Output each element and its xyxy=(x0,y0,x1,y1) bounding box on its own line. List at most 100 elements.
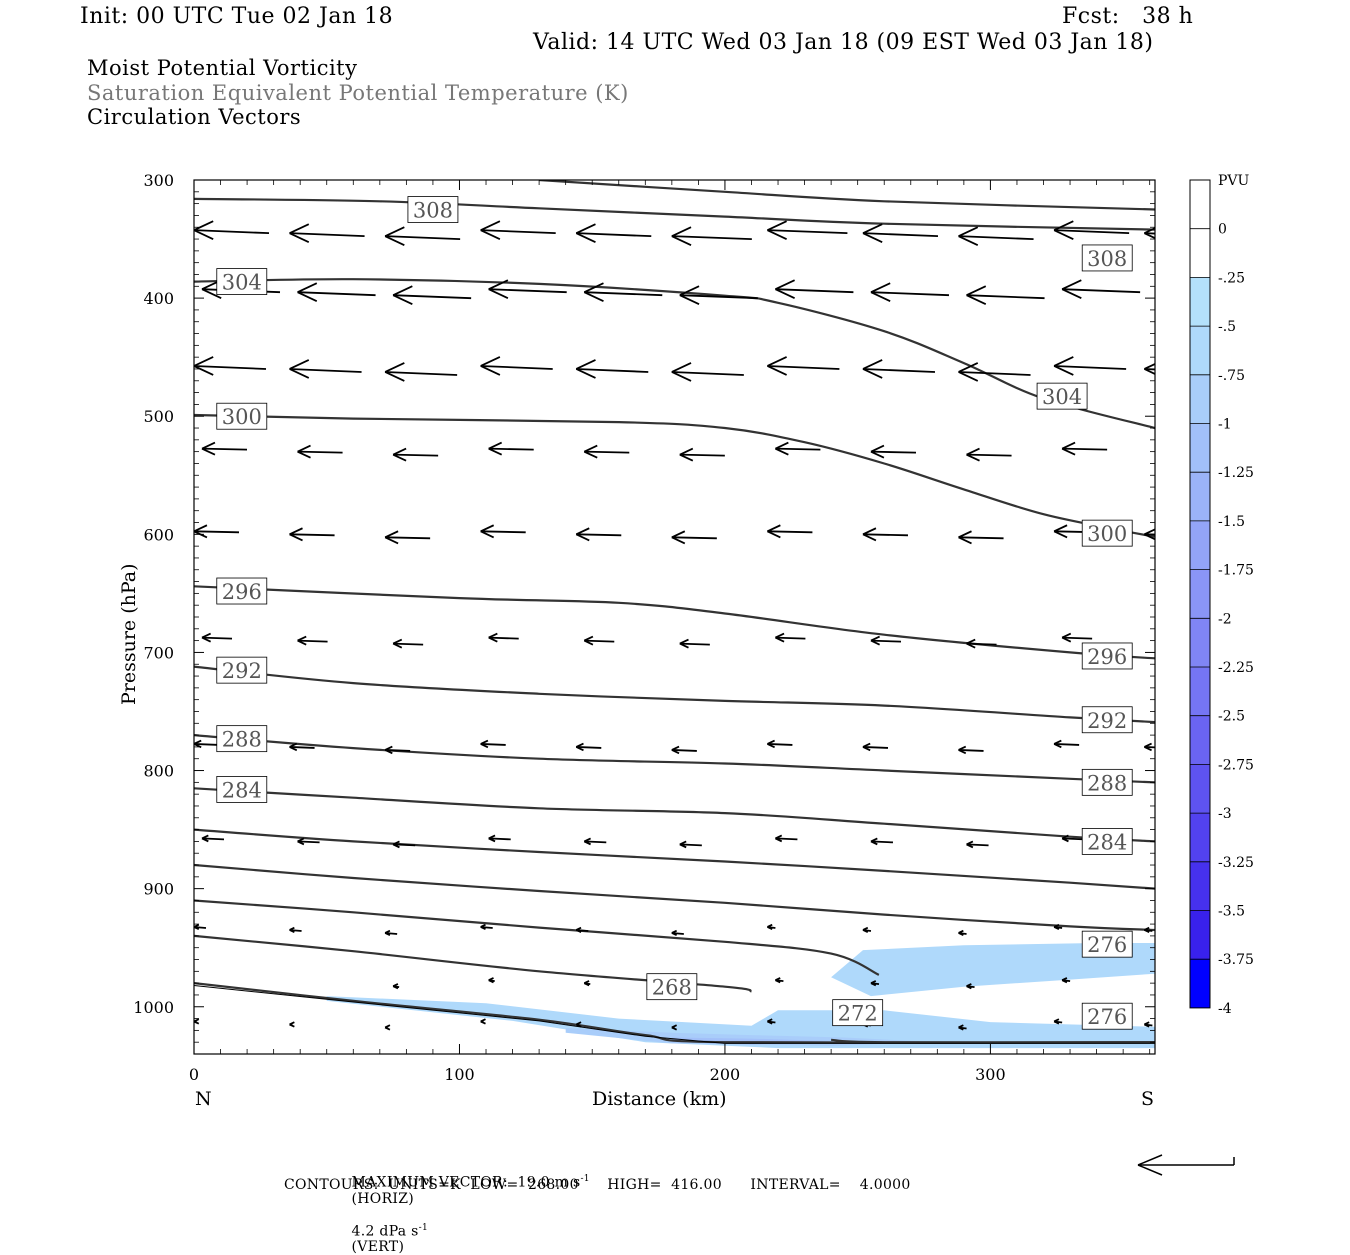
max-vector-vert-tag: (VERT) xyxy=(351,1239,405,1255)
circulation-vector xyxy=(966,447,1012,462)
colorbar-label: -3 xyxy=(1218,806,1232,822)
circulation-vector xyxy=(1061,632,1093,643)
circulation-vector xyxy=(392,840,416,849)
circulation-vector xyxy=(958,745,984,755)
contour-label-box xyxy=(1081,828,1133,855)
circulation-vector xyxy=(392,638,424,649)
circulation-vector xyxy=(194,524,240,539)
circulation-vector xyxy=(1053,1018,1063,1025)
colorbar-swatch xyxy=(1190,180,1210,229)
circulation-vector xyxy=(289,223,365,243)
x-axis-label: Distance (km) xyxy=(592,1088,727,1110)
contour-label-308: 308 xyxy=(413,199,453,223)
y-tick-label: 400 xyxy=(143,289,174,308)
circulation-vector xyxy=(194,923,207,931)
circulation-vector xyxy=(767,356,840,376)
circulation-vector xyxy=(1061,977,1071,984)
circulation-vector xyxy=(870,635,902,646)
circulation-vector xyxy=(575,527,622,542)
circulation-vector xyxy=(583,837,607,846)
circulation-vector xyxy=(862,359,936,379)
isentrope-292 xyxy=(194,665,1155,724)
circulation-vector xyxy=(966,840,989,849)
contour-label-268: 268 xyxy=(652,976,692,1000)
y-tick-label: 700 xyxy=(143,643,174,662)
circulation-vector xyxy=(958,226,1034,246)
circulation-vector xyxy=(679,447,725,462)
circulation-vector xyxy=(384,745,411,755)
axes: 300 400 500 600 700 800 900 1000 0 100 200 300 xyxy=(133,171,1155,1084)
cross-section-chart: 308 308 304 304 300 300 296 296 292 292 288 288 284 2… xyxy=(118,171,1254,1176)
terrain-line xyxy=(194,985,1155,1044)
pv-region xyxy=(831,943,1155,997)
circulation-vector xyxy=(870,282,950,303)
circulation-vector xyxy=(575,742,602,752)
circulation-vectors xyxy=(194,220,1155,1031)
colorbar-swatch xyxy=(1190,472,1210,521)
circulation-vector xyxy=(1053,739,1080,749)
reference-vector xyxy=(1137,1154,1235,1176)
circulation-vector xyxy=(289,527,335,542)
colorbar-swatch xyxy=(1190,228,1210,278)
circulation-vector xyxy=(775,441,821,456)
contour-label-box xyxy=(1081,706,1133,734)
circulation-vector xyxy=(671,1024,678,1031)
colorbar-label: -.5 xyxy=(1218,319,1236,335)
colorbar-swatch xyxy=(1190,715,1210,765)
isentrope-288 xyxy=(194,734,1155,784)
colorbar-label: -1 xyxy=(1218,417,1232,433)
isentrope-276 xyxy=(194,863,1155,932)
valid-time: Valid: 14 UTC Wed 03 Jan 18 (09 EST Wed … xyxy=(533,30,1154,55)
circulation-vector xyxy=(671,745,697,755)
circulation-vector xyxy=(870,837,894,846)
max-vector-horiz-value: MAXIMUM VECTOR: 19.0 m s xyxy=(351,1174,581,1191)
max-vector-horiz-tag: (HORIZ) xyxy=(351,1190,415,1207)
field-title-pv: Moist Potential Vorticity xyxy=(87,56,358,80)
circulation-vector xyxy=(575,926,589,934)
colorbar-swatch xyxy=(1190,861,1210,911)
isentrope-304 xyxy=(194,278,1155,430)
colorbar-swatch xyxy=(1190,423,1210,473)
contour-label-box xyxy=(1081,768,1133,796)
init-time: Init: 00 UTC Tue 02 Jan 18 xyxy=(80,4,394,29)
circulation-vector xyxy=(297,635,328,646)
circulation-vector xyxy=(862,926,872,934)
circulation-vector xyxy=(767,220,848,240)
circulation-vector xyxy=(767,1018,776,1025)
contour-label-box xyxy=(1081,930,1133,958)
isentrope-272 xyxy=(194,899,880,976)
colorbar-label: -1.75 xyxy=(1218,563,1254,579)
circulation-vector xyxy=(1053,220,1130,240)
colorbar-label: 0 xyxy=(1218,222,1227,238)
contour-label-box xyxy=(216,656,268,684)
field-title-vectors: Circulation Vectors xyxy=(87,105,302,129)
colorbar-label: -1.5 xyxy=(1218,514,1245,530)
circulation-vector xyxy=(583,980,591,987)
colorbar-swatch xyxy=(1190,618,1210,667)
contour-label-296: 296 xyxy=(1087,645,1127,669)
circulation-vector xyxy=(870,980,880,987)
colorbar-swatch xyxy=(1190,764,1210,814)
contour-label-284: 284 xyxy=(222,778,262,802)
circulation-vector xyxy=(767,524,813,539)
contour-label-292: 292 xyxy=(222,659,262,683)
x-axis-south-label: S xyxy=(1141,1088,1154,1110)
circulation-vector xyxy=(671,530,717,545)
circulation-vector xyxy=(671,362,744,382)
contour-label-276: 276 xyxy=(1087,933,1127,957)
field-title-thetae: Saturation Equivalent Potential Temperat… xyxy=(87,81,629,105)
circulation-vector xyxy=(297,444,343,459)
contour-label-276: 276 xyxy=(1087,1005,1127,1029)
circulation-vector xyxy=(1143,227,1155,240)
colorbar-label: -.25 xyxy=(1218,270,1245,286)
circulation-vector xyxy=(1061,441,1108,456)
contour-label-308: 308 xyxy=(1087,247,1127,271)
colorbar-label: -.75 xyxy=(1218,368,1245,384)
isentrope-276 xyxy=(194,982,1155,1044)
isentrope-296 xyxy=(194,585,1155,660)
circulation-vector xyxy=(575,223,652,243)
circulation-vector xyxy=(488,279,567,300)
colorbar-label: -4 xyxy=(1218,1001,1232,1017)
circulation-vector xyxy=(775,834,798,843)
contour-label-292: 292 xyxy=(1087,709,1127,733)
